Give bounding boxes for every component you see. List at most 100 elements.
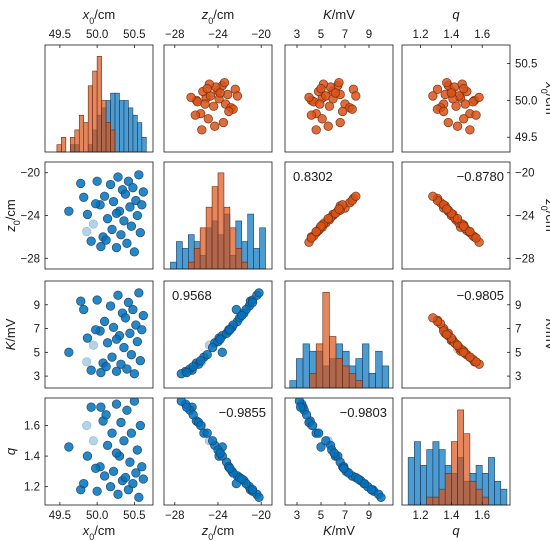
top-tick-label: 5 xyxy=(318,29,324,41)
histogram-bar-orange xyxy=(469,480,477,506)
data-point-blue xyxy=(207,436,218,446)
data-point-orange xyxy=(439,106,449,117)
data-point-blue xyxy=(225,463,235,473)
data-point-blue xyxy=(126,221,137,231)
data-point-blue xyxy=(131,468,141,478)
data-point-orange xyxy=(347,104,357,114)
left-axis-title-K: K/mV xyxy=(3,318,18,350)
data-point-blue xyxy=(129,398,140,406)
data-point-orange xyxy=(218,117,229,128)
histogram-bar-blue xyxy=(414,441,421,506)
scatter-points xyxy=(304,77,361,135)
bottom-axis-title-z0: z0/cm xyxy=(201,523,234,541)
data-point-orange xyxy=(200,99,210,109)
histogram-bar-blue xyxy=(407,457,415,506)
data-point-blue xyxy=(64,347,74,357)
data-point-blue xyxy=(132,210,143,221)
right-tick-label: 9 xyxy=(515,300,521,312)
data-point-blue xyxy=(113,489,123,499)
data-point-blue xyxy=(225,325,235,335)
panel-frame xyxy=(284,161,394,270)
data-point-blue xyxy=(182,402,192,412)
data-point-blue xyxy=(120,189,131,199)
panel-x0-x0 xyxy=(44,44,154,153)
data-point-blue xyxy=(119,216,129,226)
data-point-orange xyxy=(197,125,207,135)
data-point-blue xyxy=(129,369,140,379)
panel-frame xyxy=(401,397,511,506)
histogram-bar-orange xyxy=(481,496,489,506)
data-point-blue xyxy=(79,192,89,202)
correlation-label: −0.9803 xyxy=(340,405,387,420)
data-point-blue xyxy=(79,304,89,315)
data-point-blue xyxy=(301,410,312,420)
top-tick-label: 9 xyxy=(366,29,372,41)
bottom-tick-label: 1.2 xyxy=(413,510,429,522)
data-point-blue xyxy=(202,428,212,438)
panel-x0-K xyxy=(284,44,394,153)
right-tick-label: −24 xyxy=(515,211,535,223)
right-axis-title-K: K/mV xyxy=(543,319,550,351)
data-point-blue xyxy=(111,366,122,377)
data-point-blue xyxy=(295,402,306,412)
histogram-bar-blue xyxy=(375,350,383,389)
data-point-blue xyxy=(90,199,101,209)
histogram-bar-orange xyxy=(241,261,248,270)
panel-frame xyxy=(284,280,394,389)
scatter-points xyxy=(428,313,484,369)
data-point-blue xyxy=(135,420,145,431)
data-point-blue xyxy=(237,310,247,321)
data-point-orange xyxy=(452,340,463,350)
data-point-blue xyxy=(86,402,96,412)
data-point-blue xyxy=(202,350,212,360)
data-point-orange xyxy=(203,114,213,124)
data-point-orange xyxy=(335,117,345,128)
right-tick-label: 50.5 xyxy=(515,58,537,70)
data-point-orange xyxy=(442,77,452,88)
histogram-bar-orange xyxy=(56,144,62,153)
data-point-orange xyxy=(471,233,481,243)
data-point-blue xyxy=(88,340,99,350)
data-point-blue xyxy=(102,440,113,451)
data-point-blue xyxy=(188,410,198,420)
histogram-bar-orange xyxy=(315,343,324,389)
data-point-blue xyxy=(188,361,198,372)
histogram-bar-orange xyxy=(438,488,446,506)
data-point-blue xyxy=(90,325,101,335)
histogram-bar-orange xyxy=(87,85,93,153)
data-point-orange xyxy=(337,106,348,117)
top-tick-label: −24 xyxy=(208,29,228,41)
data-point-blue xyxy=(88,219,99,229)
panel-z0-K: 0.8302 xyxy=(284,161,394,270)
bottom-axis-title-K: K/mV xyxy=(323,523,355,538)
data-point-blue xyxy=(88,436,99,446)
data-point-orange xyxy=(215,88,225,98)
data-point-blue xyxy=(196,420,206,431)
data-point-blue xyxy=(86,365,96,375)
data-point-blue xyxy=(196,356,206,366)
data-point-orange xyxy=(324,101,335,111)
data-point-blue xyxy=(113,290,123,300)
data-point-blue xyxy=(111,242,122,253)
data-point-orange xyxy=(330,88,341,98)
data-point-blue xyxy=(128,478,138,489)
data-point-orange xyxy=(224,106,234,117)
histogram-bar-blue xyxy=(296,358,304,389)
data-point-blue xyxy=(132,336,143,347)
data-point-blue xyxy=(82,451,93,461)
histogram-bar-orange xyxy=(235,248,243,270)
histogram-bar-orange xyxy=(223,206,231,270)
data-point-orange xyxy=(474,92,484,103)
scatter-points xyxy=(428,77,484,135)
data-point-orange xyxy=(210,121,220,131)
data-point-blue xyxy=(111,334,122,344)
bottom-tick-label: 5 xyxy=(318,510,324,522)
data-point-blue xyxy=(207,342,218,353)
data-point-blue xyxy=(247,297,258,308)
histogram-bar-orange xyxy=(451,441,458,506)
panel-K-K xyxy=(284,280,394,389)
right-tick-label: 5 xyxy=(515,347,521,359)
bottom-tick-label: 50.5 xyxy=(123,510,145,522)
data-point-blue xyxy=(120,472,131,483)
data-point-blue xyxy=(366,485,377,495)
